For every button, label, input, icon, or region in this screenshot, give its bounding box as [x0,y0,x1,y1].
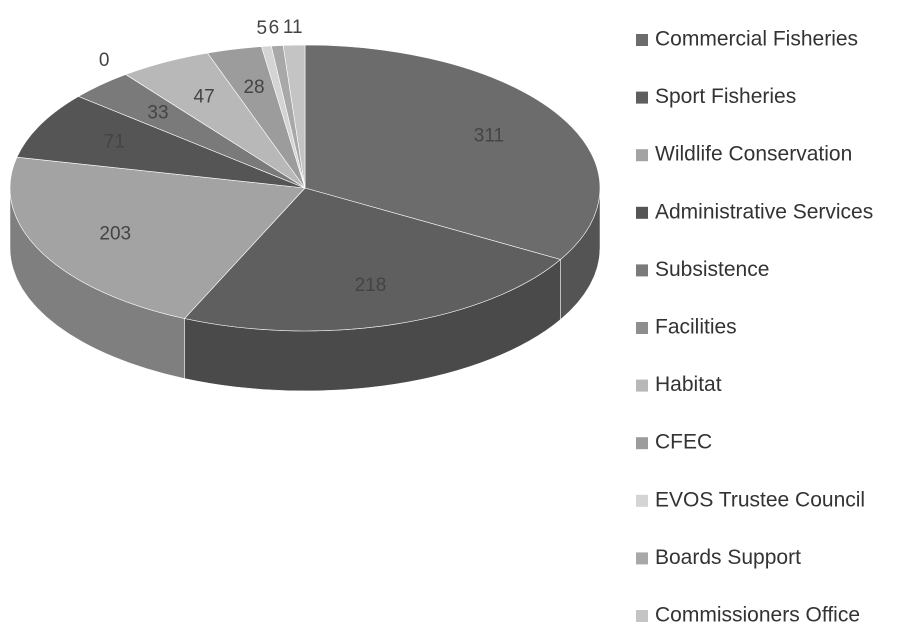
legend-swatch [636,34,648,46]
data-label: 33 [147,103,168,124]
legend-swatch [636,379,648,392]
pie-slice [9,156,306,319]
data-label: 203 [99,223,131,244]
legend-swatch [636,91,648,104]
data-label: 311 [474,126,504,147]
legend-label: Administrative Services [655,200,873,223]
legend-label: Sport Fisheries [655,85,796,108]
legend-label: Habitat [655,373,722,396]
data-label: 28 [243,77,264,98]
legend-swatch [636,264,648,277]
legend-swatch [636,322,648,334]
data-label: 5 [256,18,267,39]
legend-label: Boards Support [655,546,801,569]
data-label: 47 [194,86,215,107]
pie-slice [16,96,306,189]
legend-label: EVOS Trustee Council [655,488,865,511]
legend-swatch [636,149,648,162]
legend-swatch [636,610,648,622]
legend-swatch [636,494,648,507]
legend-label: Commissioners Office [655,604,860,627]
data-label: 0 [99,50,110,71]
legend-label: Facilities [655,316,737,339]
legend-label: CFEC [655,431,712,454]
data-label: 218 [355,275,387,296]
legend-swatch [636,437,648,450]
data-label: 71 [104,132,125,153]
legend-swatch [636,206,648,219]
legend-label: Commercial Fisheries [655,28,858,51]
data-label: 11 [283,17,303,38]
pie-slice [282,44,306,189]
legend-label: Wildlife Conservation [655,143,852,166]
legend-swatch [636,552,648,565]
pie-slice [304,44,601,260]
pie-slice [183,187,562,332]
legend-label: Subsistence [655,258,769,281]
data-label: 6 [269,18,280,39]
